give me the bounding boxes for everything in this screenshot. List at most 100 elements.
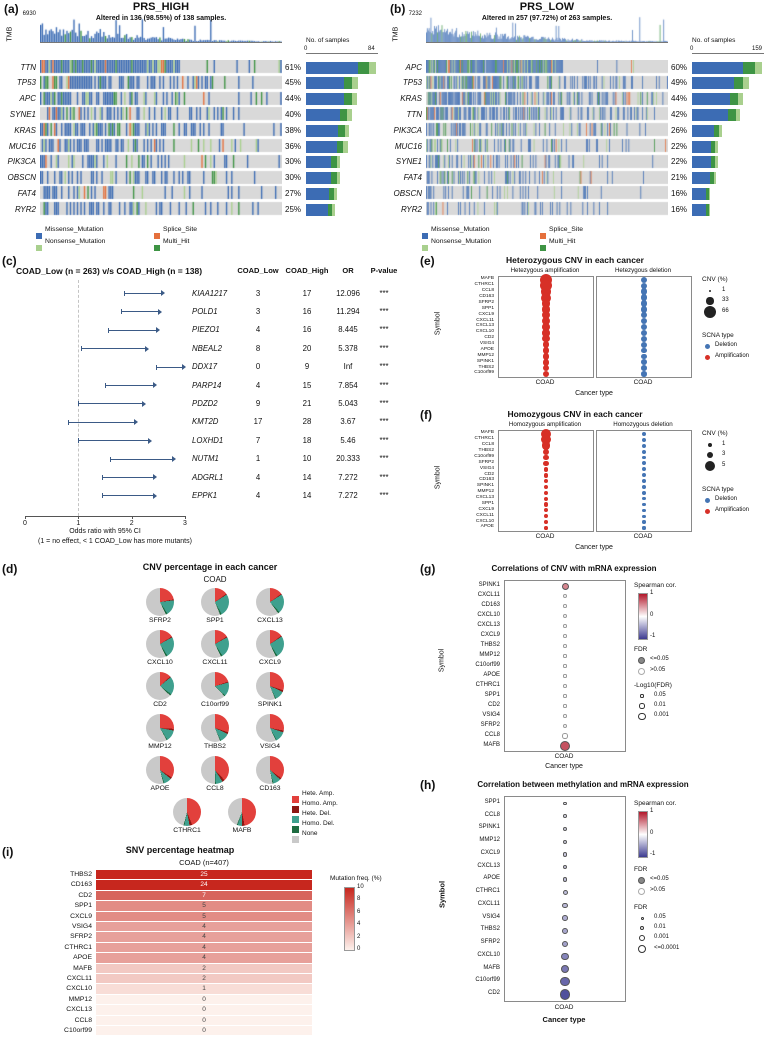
gene-label: RYR2 [400,204,422,214]
gene-name: KMT2D [192,417,219,427]
count-bar-segment [343,93,352,106]
amp-dot-CD2 [542,335,550,343]
gene-label: VSIG4 [482,913,500,920]
gene-label: CD2 [484,471,494,477]
scna-type-label: Amplification [715,507,750,513]
del-dot-SFRP2 [640,300,648,307]
x-tick-coad: COAD [554,1004,574,1011]
count-bar-segment [306,61,358,74]
count-bar [692,140,718,153]
heat-cell-VSIG4 [96,922,312,932]
legend-label: Multi_Hit [549,238,576,245]
size-legend-dot [708,443,712,447]
size-legend-label: 1 [722,441,726,447]
scna-type-label: Amplification [715,353,750,359]
amp-dot-SFRP2 [543,460,549,466]
count-bar [692,156,718,169]
altered-text: Altered in 136 (98.55%) of 138 samples. [95,15,227,22]
cor-dot-CXCL11 [562,593,568,599]
del-dot-APOE [642,526,646,530]
gene-labels: MAFB CTHRC1 CCL8 THBS2 C10orf99 SFRP2 VSIG4 CD2… [448,430,496,530]
mutation-legend-item: Nonsense_Mutation [36,238,105,251]
cor-dot-CD163 [563,604,567,608]
del-dot-C10orf99 [641,371,647,377]
count-bar-segment [336,172,341,185]
fdr-legend-title: FDR [634,866,648,873]
legend-label: Splice_Site [549,226,584,233]
count-bar-segment [692,172,710,185]
cor-dot-C10orf99 [560,977,570,987]
cor-dot-VSIG4 [562,915,568,921]
gene-label: SFRP2 [478,299,494,305]
amp-dot-THBS2 [542,448,550,455]
oncoprint-canvas [426,60,668,218]
legend-swatch [154,233,160,239]
legend-swatch [292,796,299,803]
size-legend-circle [638,712,646,720]
del-dot-CXCL9 [640,312,648,319]
amp-dot-CXCL9 [541,311,551,320]
count-bar-segment [351,93,357,106]
gene-label: KRAS [14,125,36,135]
count-bar-segment [743,77,749,90]
low-count: 4 [255,490,261,500]
gene-label: APOE [73,954,92,962]
fdr-nonsig-label: >0.05 [650,667,666,673]
gene-label: VSIG4 [71,923,92,930]
strip-title-amp: Hetezygous amplification [510,267,580,274]
gene-name: PDZD2 [192,398,218,408]
del-dot-CD2 [642,473,646,478]
p-value: *** [379,454,389,464]
reference-line [78,280,79,516]
pie-CTHRC1 [173,798,201,826]
heat-cell-CCL8 [96,1015,312,1025]
scna-type-dot [705,498,710,503]
p-value: *** [379,306,389,316]
pie-SPP1 [201,588,229,616]
ci-arrow [142,400,147,407]
count-bar [692,61,762,74]
gene-label: MMP12 [477,489,494,495]
amp-dot-SPINK1 [543,484,549,490]
count-bar [306,124,350,137]
count-bar-segment [692,108,728,121]
legend-swatch [292,806,299,813]
count-bar-segment [692,61,744,74]
gene-label: CXCL11 [477,900,500,907]
del-dot-CTHRC1 [640,282,648,290]
y-axis-label: Symbol [434,465,442,490]
low-count: 1 [255,454,261,464]
gene-label: APC [19,94,36,104]
x-tick-mark [131,516,133,519]
gene-label: CXCL11 [477,591,500,598]
gene-label: CXCL9 [70,912,92,920]
odds-ratio: 8.445 [338,325,358,335]
x-tick-label: 2 [129,520,134,527]
count-bar-segment [709,172,714,185]
gene-label: CXCL13 [477,621,500,628]
pie-label: CXCL10 [147,659,173,666]
gene-label: CCL8 [481,288,494,294]
count-bar-segment [338,124,345,137]
gene-label: APOE [480,524,494,530]
odds-ratio: 20.333 [336,454,360,464]
count-bar-segment [336,156,341,169]
x-tick-label: 1 [76,520,81,527]
legend-label: None [302,830,318,837]
gene-label: THBS2 [480,926,500,933]
ci-start-tick [107,327,109,333]
gene-label: MMP12 [479,651,500,658]
cor-dot-APOE [562,877,568,883]
p-value: *** [379,362,389,372]
ci-start-tick [105,383,106,388]
spearman-colorbar [638,811,648,858]
count-bar-segment [368,61,376,74]
heat-value: 7 [202,891,206,899]
panel-c-forest: (c) COAD_Low (n = 263) v/s COAD_High (n … [0,254,418,560]
fdr-nonsig-dot [638,668,645,675]
pie-MAFB [228,798,256,826]
x-axis-caption-2: (1 = no effect, < 1 COAD_Low has more mu… [38,538,192,545]
count-bar-segment [357,61,369,74]
size-legend-label: 1 [722,287,726,293]
gene-label: RYR2 [14,204,36,214]
